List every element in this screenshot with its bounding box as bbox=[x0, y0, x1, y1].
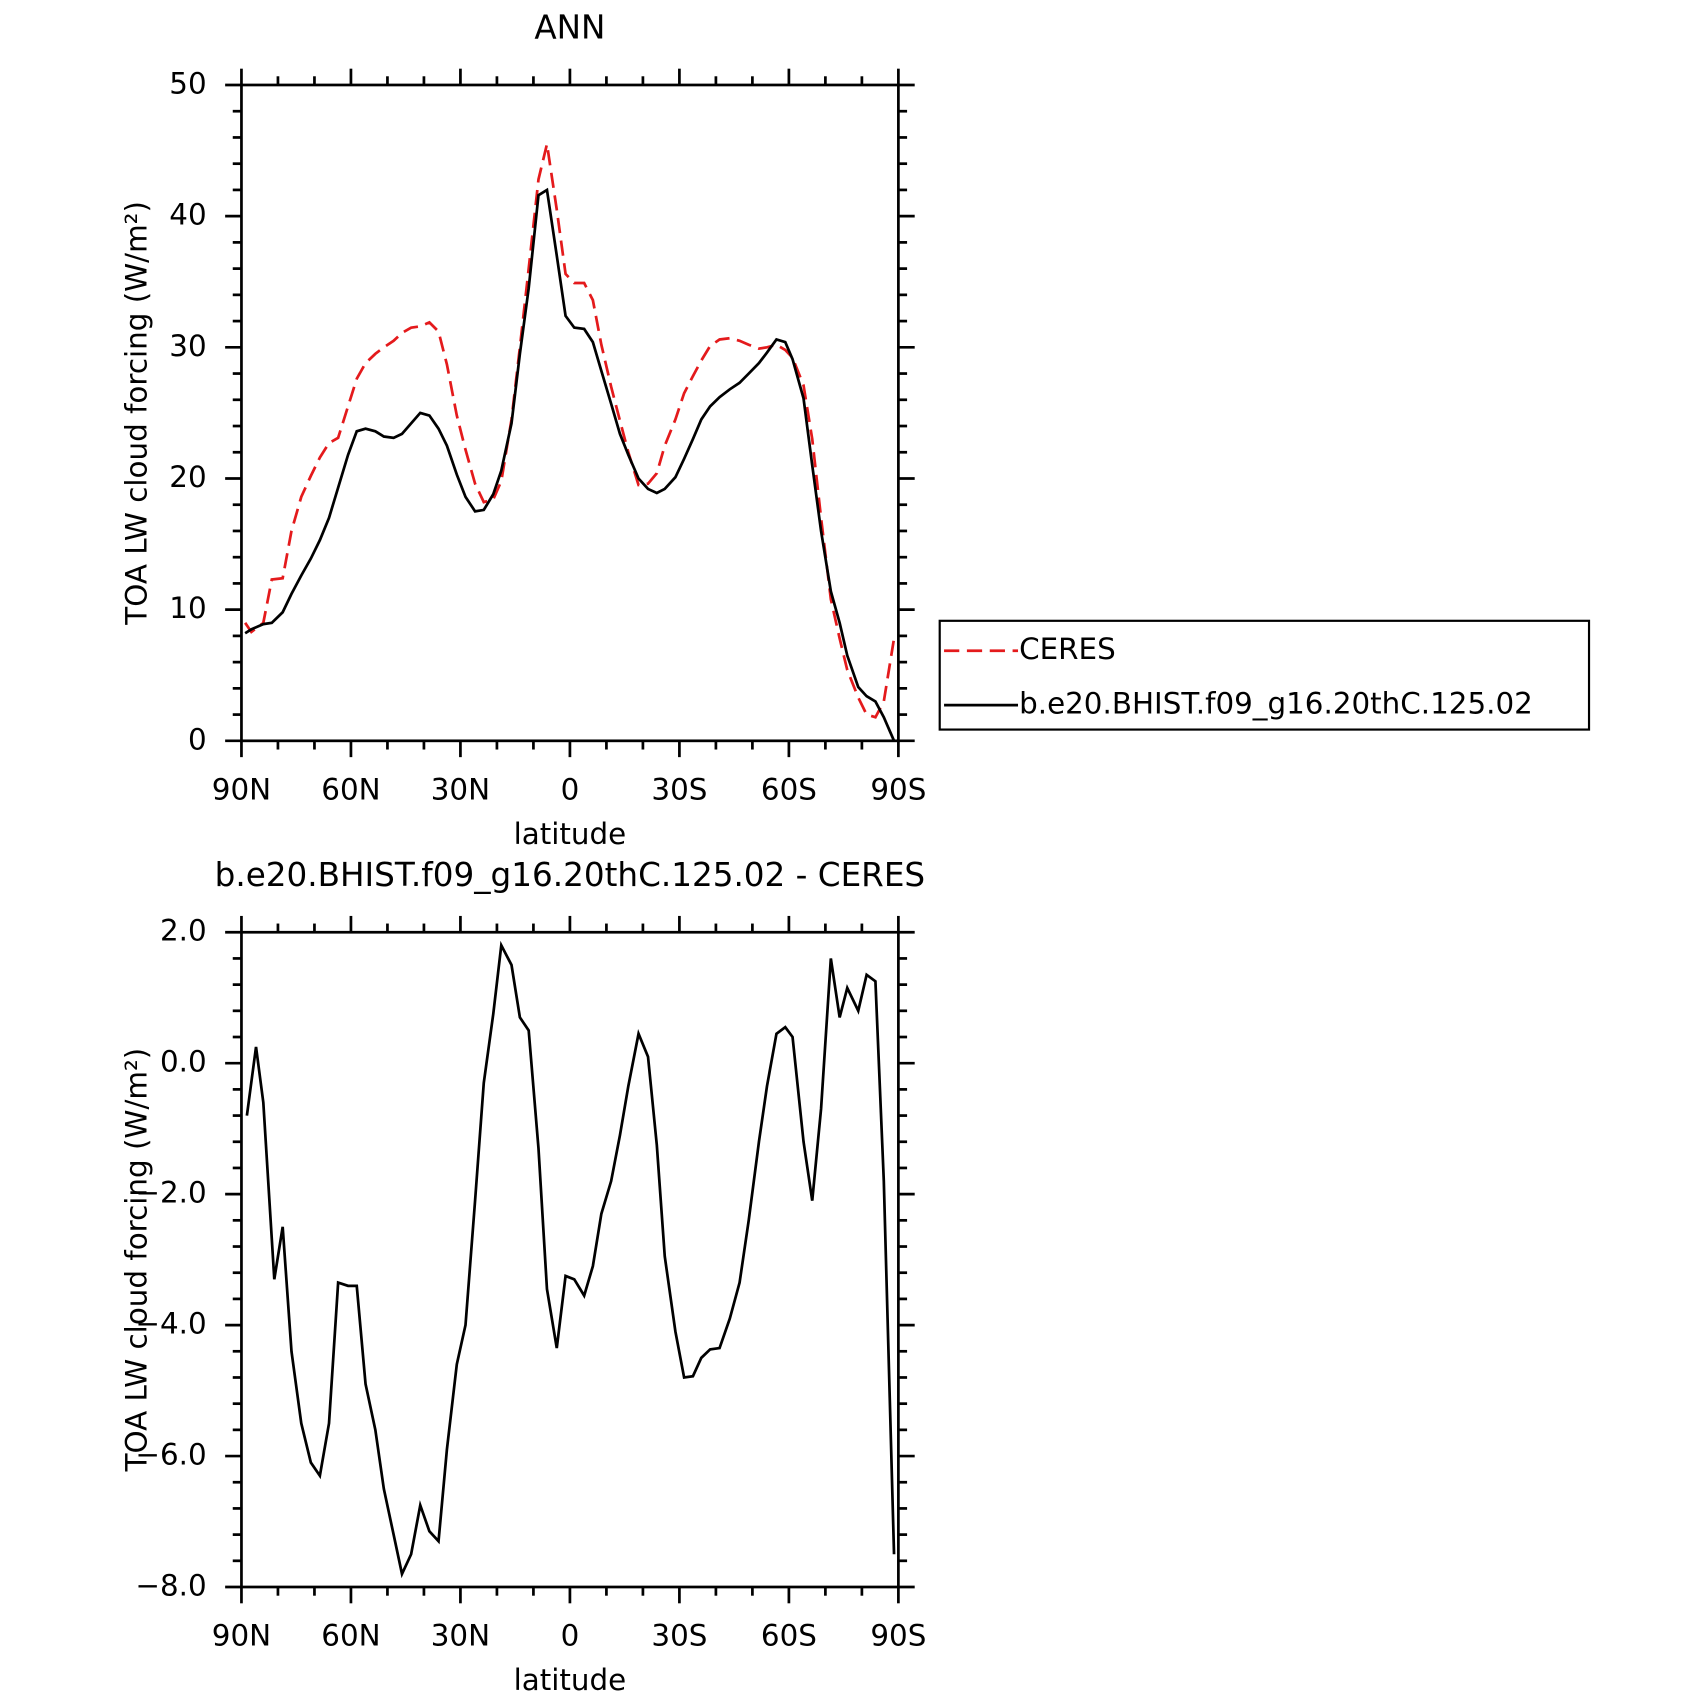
x-tick-label: 30S bbox=[651, 1619, 707, 1653]
x-axis-label: latitude bbox=[514, 1663, 627, 1697]
y-tick-label: 40 bbox=[169, 198, 206, 232]
x-tick-label: 90N bbox=[212, 1619, 271, 1653]
y-tick-label: 10 bbox=[169, 591, 206, 625]
x-tick-label: 90S bbox=[870, 772, 926, 806]
x-tick-label: 60N bbox=[321, 1619, 380, 1653]
series-line bbox=[244, 187, 896, 742]
series-line bbox=[245, 940, 896, 1579]
x-axis-label: latitude bbox=[514, 817, 627, 851]
y-tick-label: 0 bbox=[188, 722, 207, 756]
y-tick-label: −6.0 bbox=[135, 1438, 206, 1472]
y-tick-label: −2.0 bbox=[135, 1176, 206, 1210]
legend-label: CERES bbox=[1019, 632, 1116, 666]
chart-title: ANN bbox=[534, 9, 605, 47]
y-tick-label: −4.0 bbox=[135, 1307, 206, 1341]
y-tick-label: 2.0 bbox=[160, 914, 207, 948]
y-axis-label: TOA LW cloud forcing (W/m²) bbox=[120, 1048, 154, 1473]
x-tick-label: 90S bbox=[870, 1619, 926, 1653]
y-tick-label: 50 bbox=[169, 66, 206, 100]
x-tick-label: 30S bbox=[651, 772, 707, 806]
y-tick-label: 0.0 bbox=[160, 1045, 207, 1079]
x-tick-label: 60N bbox=[321, 772, 380, 806]
x-tick-label: 30N bbox=[431, 1619, 490, 1653]
x-tick-label: 60S bbox=[761, 772, 817, 806]
y-tick-label: 30 bbox=[169, 329, 206, 363]
chart-title: b.e20.BHIST.f09_g16.20thC.125.02 - CERES bbox=[215, 856, 925, 894]
x-tick-label: 30N bbox=[431, 772, 490, 806]
legend-label: b.e20.BHIST.f09_g16.20thC.125.02 bbox=[1019, 687, 1533, 721]
series-line bbox=[244, 143, 896, 719]
y-tick-label: 20 bbox=[169, 460, 206, 494]
y-tick-label: −8.0 bbox=[135, 1569, 206, 1603]
x-tick-label: 0 bbox=[561, 1619, 580, 1653]
x-tick-label: 60S bbox=[761, 1619, 817, 1653]
plot-frame bbox=[240, 83, 900, 743]
legend-box bbox=[938, 619, 1591, 731]
x-tick-label: 90N bbox=[212, 772, 271, 806]
plot-frame bbox=[240, 930, 900, 1589]
x-tick-label: 0 bbox=[561, 772, 580, 806]
y-axis-label: TOA LW cloud forcing (W/m²) bbox=[120, 201, 154, 626]
